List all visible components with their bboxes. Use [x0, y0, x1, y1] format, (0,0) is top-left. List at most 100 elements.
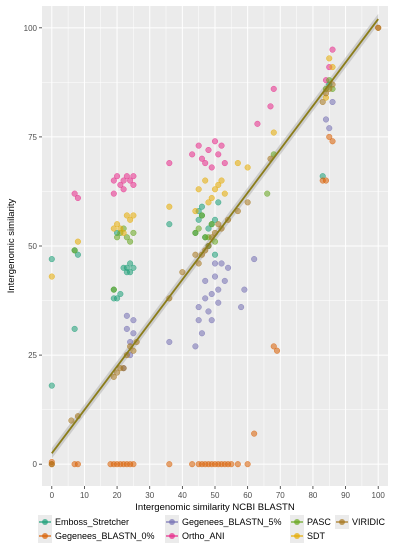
point-emboss-stretcher — [48, 256, 55, 263]
point-emboss-stretcher — [198, 203, 205, 210]
point-viridic — [130, 347, 137, 354]
point-sdt — [74, 238, 81, 245]
x-tick-label: 20 — [113, 491, 122, 500]
point-viridic — [195, 260, 202, 267]
point-gegenees-blastn-0 — [74, 461, 81, 468]
major-gridlines — [42, 6, 388, 486]
point-gegenees-blastn-5 — [123, 325, 130, 332]
point-ortho-ani — [71, 190, 78, 197]
point-viridic — [120, 365, 127, 372]
regression-line-layer — [51, 18, 379, 454]
point-gegenees-blastn-5 — [326, 125, 333, 132]
point-ortho-ani — [74, 194, 81, 202]
point-gegenees-blastn-5 — [208, 317, 215, 324]
point-emboss-stretcher — [211, 216, 219, 223]
point-gegenees-blastn-0 — [189, 461, 196, 468]
point-emboss-stretcher — [205, 225, 212, 232]
point-ortho-ani — [221, 160, 228, 167]
legend-key-dot — [294, 533, 300, 539]
point-emboss-stretcher — [48, 382, 55, 389]
point-pasc — [211, 238, 219, 245]
legend-key-dot — [294, 519, 300, 525]
point-emboss-stretcher — [215, 199, 222, 206]
point-ortho-ani — [117, 181, 124, 188]
point-gegenees-blastn-5 — [322, 116, 330, 123]
point-ortho-ani — [110, 177, 117, 184]
point-gegenees-blastn-5 — [195, 304, 202, 311]
point-gegenees-blastn-5 — [205, 308, 212, 315]
point-sdt — [329, 64, 336, 71]
y-tick-label: 50 — [28, 242, 37, 251]
point-sdt — [114, 221, 121, 228]
y-axis-title: Intergenomic similarity — [6, 199, 17, 294]
point-gegenees-blastn-5 — [218, 260, 225, 267]
point-gegenees-blastn-5 — [195, 317, 202, 324]
point-gegenees-blastn-5 — [198, 330, 205, 337]
point-gegenees-blastn-0 — [234, 461, 241, 468]
point-gegenees-blastn-5 — [215, 299, 222, 306]
point-pasc — [130, 229, 137, 236]
point-sdt — [117, 225, 124, 232]
point-sdt — [123, 212, 130, 219]
point-gegenees-blastn-0 — [251, 430, 258, 437]
x-tick-label: 40 — [178, 491, 187, 500]
point-gegenees-blastn-5 — [221, 277, 228, 284]
x-axis-ticks: 0 10 20 30 40 50 60 70 80 90 100 — [50, 486, 385, 500]
point-sdt — [120, 229, 127, 236]
point-sdt — [218, 177, 225, 184]
point-pasc — [123, 234, 130, 241]
point-sdt — [192, 208, 199, 215]
point-gegenees-blastn-5 — [225, 264, 232, 271]
point-pasc — [114, 234, 121, 241]
point-pasc — [127, 238, 134, 245]
point-ortho-ani — [114, 173, 121, 180]
point-gegenees-blastn-5 — [130, 317, 137, 324]
point-emboss-stretcher — [71, 325, 78, 332]
point-gegenees-blastn-5 — [166, 338, 173, 346]
x-axis-title: Intergenomic similarity NCBI BLASTN — [135, 502, 295, 513]
point-sdt — [110, 225, 117, 232]
point-viridic — [179, 269, 186, 276]
point-ortho-ani — [130, 181, 137, 188]
y-tick-label: 100 — [24, 24, 38, 33]
legend-key-dot — [339, 519, 345, 525]
x-tick-label: 30 — [145, 491, 154, 500]
points-layer — [48, 24, 382, 468]
legend-label-ortho-ani: Ortho_ANI — [182, 531, 225, 541]
point-sdt — [244, 164, 251, 171]
point-sdt — [202, 177, 209, 184]
point-ortho-ani — [254, 120, 261, 127]
point-sdt — [195, 186, 202, 193]
point-sdt — [215, 181, 222, 188]
x-tick-label: 60 — [243, 491, 252, 500]
point-ortho-ani — [205, 146, 212, 154]
x-tick-label: 10 — [80, 491, 89, 500]
legend: Emboss_Stretcher Gegenees_BLASTN_0% Gegene… — [38, 515, 386, 543]
point-gegenees-blastn-5 — [241, 286, 248, 293]
point-ortho-ani — [218, 142, 225, 149]
point-ortho-ani — [189, 151, 196, 158]
point-viridic — [68, 417, 75, 424]
legend-key-dot — [42, 533, 48, 539]
point-emboss-stretcher — [166, 221, 173, 228]
point-gegenees-blastn-0 — [130, 461, 137, 468]
point-gegenees-blastn-5 — [202, 277, 209, 284]
point-sdt — [326, 55, 333, 62]
point-viridic — [110, 373, 117, 380]
point-sdt — [48, 273, 55, 280]
point-pasc — [192, 229, 199, 236]
point-viridic — [319, 98, 326, 106]
point-ortho-ani — [123, 173, 130, 180]
point-gegenees-blastn-5 — [211, 260, 219, 267]
point-gegenees-blastn-5 — [211, 273, 219, 280]
point-sdt — [166, 203, 173, 210]
point-pasc — [110, 286, 117, 293]
point-ortho-ani — [110, 190, 117, 197]
x-tick-label: 80 — [308, 491, 317, 500]
point-ortho-ani — [202, 160, 209, 167]
x-tick-label: 50 — [211, 491, 220, 500]
point-ortho-ani — [195, 142, 202, 149]
point-gegenees-blastn-0 — [166, 461, 173, 468]
point-sdt — [205, 199, 212, 206]
